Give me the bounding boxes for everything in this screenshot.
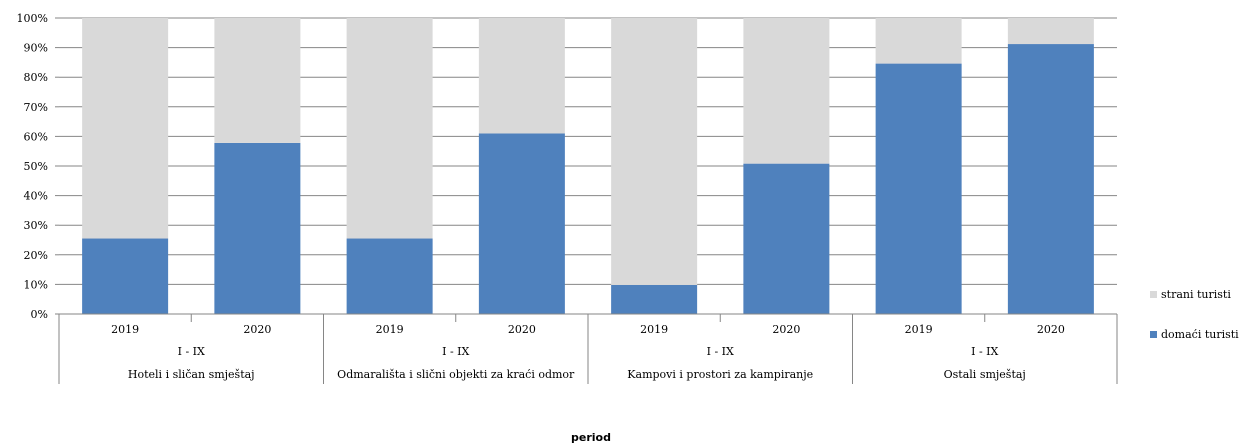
x-tick-label-year: 2019 <box>376 323 404 336</box>
bar-strani-turisti <box>346 18 433 239</box>
x-tick-label-year: 2019 <box>905 323 933 336</box>
bar-domaći-turisti <box>82 238 169 314</box>
y-tick-label: 40% <box>24 190 48 203</box>
x-tick-label-period: I - IX <box>707 345 734 358</box>
bar-domaći-turisti <box>478 133 565 314</box>
bar-domaći-turisti <box>611 284 698 314</box>
y-tick-label: 50% <box>24 160 48 173</box>
x-tick-label-year: 2020 <box>508 323 536 336</box>
bar-strani-turisti <box>875 18 962 64</box>
bar-domaći-turisti <box>346 238 433 314</box>
y-tick-label: 20% <box>24 249 48 262</box>
bar-strani-turisti <box>743 18 830 164</box>
legend-swatch <box>1150 291 1157 298</box>
y-tick-label: 10% <box>24 278 48 291</box>
y-axis-ticks: 0% 10% 20% 30% 40% 50% 60% 70% 80% 90% 100% <box>17 12 59 321</box>
x-tick-label-year: 2019 <box>640 323 668 336</box>
bar-domaći-turisti <box>875 63 962 314</box>
x-tick-label-year: 2019 <box>111 323 139 336</box>
y-tick-label: 30% <box>24 219 48 232</box>
y-tick-label: 0% <box>31 308 48 321</box>
legend-label: strani turisti <box>1161 288 1231 301</box>
legend: strani turisti domaći turisti <box>1150 288 1239 341</box>
x-axis-title: period <box>571 431 611 444</box>
y-tick-label: 100% <box>17 12 48 25</box>
bars <box>82 18 1094 314</box>
y-tick-label: 70% <box>24 101 48 114</box>
x-tick-label-group: Odmarališta i slični objekti za kraći od… <box>337 368 575 381</box>
x-tick-label-year: 2020 <box>772 323 800 336</box>
bar-strani-turisti <box>82 18 169 239</box>
bar-domaći-turisti <box>1007 44 1094 314</box>
bar-domaći-turisti <box>214 142 301 314</box>
y-tick-label: 90% <box>24 42 48 55</box>
bar-strani-turisti <box>214 18 301 143</box>
bar-strani-turisti <box>478 18 565 134</box>
x-tick-label-period: I - IX <box>178 345 205 358</box>
x-axis: 2019 2020 2019 2020 2019 2020 2019 2020 I - IX Ho… <box>58 313 1118 384</box>
bar-domaći-turisti <box>743 163 830 314</box>
x-tick-label-group: Kampovi i prostori za kampiranje <box>627 368 813 381</box>
x-tick-label-period: I - IX <box>971 345 998 358</box>
bar-strani-turisti <box>611 18 698 285</box>
x-tick-label-group: Ostali smještaj <box>944 368 1026 381</box>
legend-label: domaći turisti <box>1161 328 1239 341</box>
y-tick-label: 80% <box>24 71 48 84</box>
y-tick-label: 60% <box>24 130 48 143</box>
legend-swatch <box>1150 331 1157 338</box>
x-tick-label-period: I - IX <box>442 345 469 358</box>
bar-strani-turisti <box>1007 18 1094 45</box>
x-tick-label-year: 2020 <box>243 323 271 336</box>
x-tick-label-year: 2020 <box>1037 323 1065 336</box>
x-tick-label-group: Hoteli i sličan smještaj <box>128 368 255 381</box>
